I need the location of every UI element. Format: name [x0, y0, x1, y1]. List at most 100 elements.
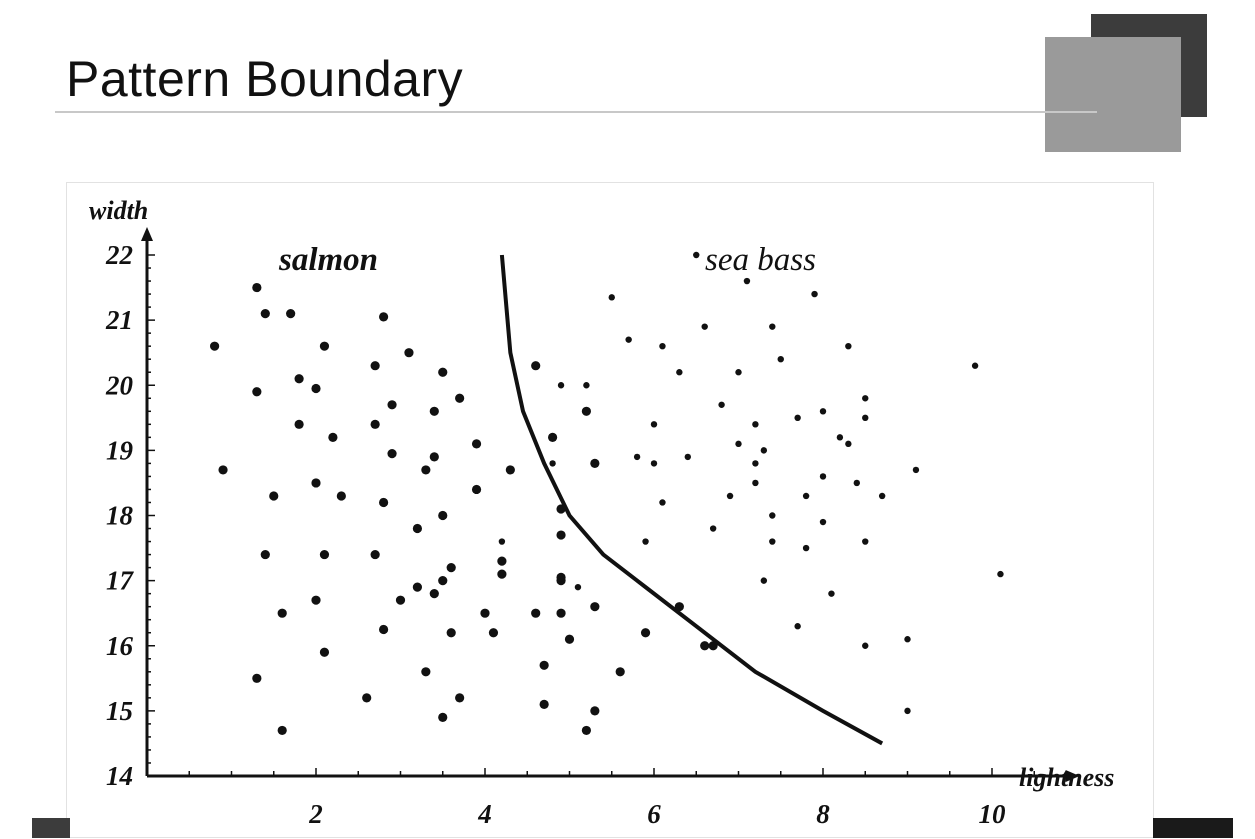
point-sea-bass	[659, 499, 666, 506]
point-sea-bass	[752, 460, 759, 467]
point-salmon	[370, 419, 380, 429]
point-salmon	[311, 595, 321, 605]
x-tick-label: 8	[816, 799, 830, 829]
scatter-chart: 2 4 6 8 10 14 15 16 17 18 19 20 21 22 lightness width…	[89, 196, 1114, 829]
x-tick-label: 4	[477, 799, 492, 829]
decorative-square-light	[1045, 37, 1181, 152]
point-salmon	[505, 465, 515, 475]
point-salmon	[269, 491, 279, 501]
point-sea-bass	[642, 538, 649, 545]
point-sea-bass	[878, 492, 886, 500]
point-sea-bass	[777, 356, 784, 363]
point-salmon	[412, 582, 422, 592]
point-sea-bass	[997, 570, 1004, 578]
point-salmon	[260, 309, 270, 319]
point-sea-bass	[828, 590, 835, 597]
point-sea-bass	[862, 414, 869, 422]
point-salmon	[531, 608, 541, 618]
point-salmon	[700, 641, 710, 651]
point-sea-bass	[650, 421, 658, 428]
point-sea-bass	[845, 440, 852, 448]
point-salmon	[277, 725, 287, 736]
point-salmon	[556, 572, 566, 582]
y-tick-label: 17	[106, 566, 135, 596]
point-salmon	[590, 706, 600, 716]
title-divider	[55, 111, 1097, 113]
point-sea-bass	[709, 525, 717, 532]
point-sea-bass	[735, 369, 742, 376]
point-sea-bass	[769, 538, 776, 545]
point-salmon	[421, 465, 431, 475]
point-salmon	[260, 549, 270, 560]
point-sea-bass	[735, 440, 742, 448]
point-salmon	[581, 406, 592, 416]
y-axis-label: width	[89, 196, 148, 225]
point-salmon	[556, 608, 566, 618]
y-tick-label: 14	[106, 761, 133, 791]
point-salmon	[210, 341, 220, 351]
point-salmon	[429, 452, 439, 462]
point-salmon	[488, 628, 499, 638]
point-sea-bass	[743, 277, 751, 285]
point-salmon	[294, 419, 304, 429]
point-sea-bass	[853, 479, 860, 487]
point-sea-bass	[769, 512, 776, 519]
point-salmon	[556, 504, 566, 514]
point-sea-bass	[912, 466, 920, 474]
point-salmon	[336, 491, 346, 501]
x-tick-label: 6	[647, 799, 661, 829]
point-sea-bass	[549, 460, 556, 467]
point-salmon	[421, 667, 431, 677]
point-salmon	[556, 530, 566, 540]
point-sea-bass	[659, 342, 666, 350]
point-salmon	[379, 624, 389, 635]
decision-boundary-curve	[499, 254, 884, 746]
point-sea-bass	[726, 492, 734, 500]
point-sea-bass	[752, 479, 759, 487]
x-tick-label: 2	[308, 799, 323, 829]
point-salmon	[379, 312, 389, 322]
point-salmon	[294, 374, 304, 384]
point-salmon	[370, 549, 380, 560]
point-sea-bass	[760, 577, 768, 584]
point-salmon	[446, 563, 456, 573]
point-salmon	[438, 576, 448, 586]
point-sea-bass	[904, 707, 911, 715]
point-salmon	[218, 465, 228, 475]
point-salmon	[252, 673, 262, 683]
point-salmon	[438, 367, 448, 377]
y-tick-label: 21	[105, 305, 133, 335]
slide-title: Pattern Boundary	[66, 51, 464, 107]
point-sea-bass	[794, 623, 801, 630]
point-sea-bass	[862, 642, 869, 649]
point-salmon	[455, 693, 465, 703]
point-salmon	[429, 406, 439, 416]
y-tick-label: 22	[105, 240, 133, 270]
point-salmon	[277, 608, 287, 618]
point-salmon	[590, 602, 600, 612]
point-sea-bass	[904, 636, 911, 643]
point-sea-bass	[676, 369, 683, 376]
point-sea-bass	[836, 434, 844, 441]
point-sea-bass	[684, 453, 691, 461]
y-tick-label: 20	[105, 370, 134, 400]
point-salmon	[539, 699, 549, 709]
point-salmon	[404, 348, 414, 358]
point-salmon	[412, 523, 422, 534]
point-salmon	[564, 634, 575, 644]
point-sea-bass	[971, 362, 979, 369]
point-sea-bass	[718, 401, 725, 408]
point-salmon	[286, 309, 296, 319]
point-salmon	[438, 510, 448, 521]
class-label-salmon: salmon	[278, 242, 378, 278]
axes	[141, 227, 1080, 782]
point-salmon	[497, 556, 507, 566]
y-tick-label: 18	[106, 501, 134, 531]
point-salmon	[471, 484, 482, 495]
point-sea-bass	[845, 342, 852, 350]
point-sea-bass	[752, 421, 759, 428]
y-tick-label: 16	[106, 631, 134, 661]
footer-bar-left	[32, 818, 70, 838]
point-sea-bass	[862, 538, 869, 545]
point-sea-bass	[802, 544, 810, 552]
